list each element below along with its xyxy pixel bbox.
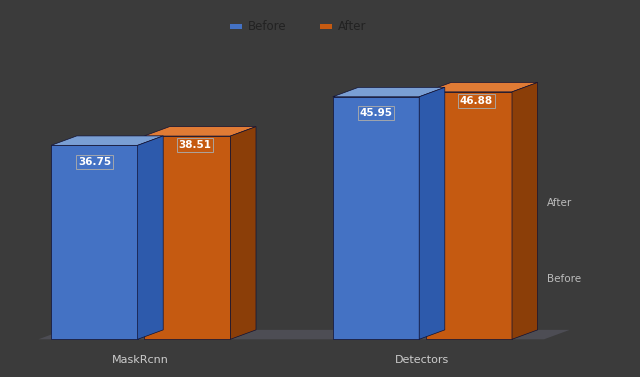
Polygon shape — [333, 87, 445, 97]
Text: 36.75: 36.75 — [78, 157, 111, 167]
Polygon shape — [144, 127, 256, 136]
Polygon shape — [144, 136, 230, 339]
Text: 45.95: 45.95 — [360, 108, 392, 118]
Text: MaskRcnn: MaskRcnn — [113, 355, 169, 365]
Polygon shape — [333, 97, 419, 339]
Text: 38.51: 38.51 — [179, 140, 211, 150]
Polygon shape — [138, 136, 163, 339]
Polygon shape — [230, 24, 242, 29]
Polygon shape — [38, 330, 570, 339]
Polygon shape — [230, 127, 256, 339]
Polygon shape — [419, 87, 445, 339]
Text: Detectors: Detectors — [396, 355, 449, 365]
Text: Before: Before — [248, 20, 287, 33]
Text: 46.88: 46.88 — [460, 96, 493, 106]
Polygon shape — [320, 24, 332, 29]
Polygon shape — [426, 92, 512, 339]
Text: After: After — [547, 198, 572, 208]
Polygon shape — [51, 145, 138, 339]
Text: After: After — [338, 20, 367, 33]
Text: Before: Before — [547, 274, 581, 284]
Polygon shape — [426, 83, 538, 92]
Polygon shape — [51, 136, 163, 145]
Polygon shape — [512, 83, 538, 339]
